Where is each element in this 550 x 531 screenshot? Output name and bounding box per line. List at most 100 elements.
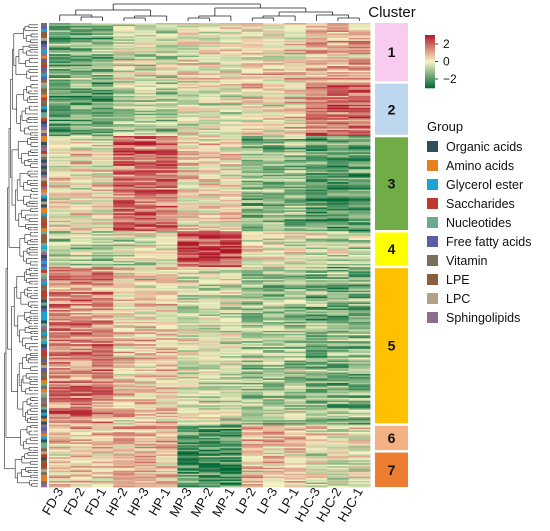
heatmap-cell (327, 195, 349, 198)
heatmap-cell (177, 75, 200, 77)
heatmap-cell (134, 46, 157, 49)
heatmap-cell (241, 81, 264, 83)
heatmap-cell (91, 315, 114, 318)
heatmap-cell (241, 339, 264, 342)
heatmap-cell (113, 271, 135, 274)
heatmap-cell (134, 40, 157, 43)
heatmap-cell (113, 131, 135, 134)
heatmap-cell (327, 153, 349, 156)
heatmap-cell (305, 31, 328, 34)
heatmap-cell (198, 399, 221, 402)
heatmap-cell (177, 311, 200, 314)
heatmap-cell (91, 75, 114, 77)
heatmap-cell (241, 186, 264, 189)
heatmap-cell (177, 143, 200, 146)
heatmap-cell (327, 95, 349, 98)
heatmap-cell (220, 24, 242, 27)
heatmap-cell (91, 88, 114, 91)
heatmap-cell (305, 310, 328, 312)
heatmap-cell (284, 286, 307, 289)
heatmap-cell (348, 417, 371, 419)
heatmap-cell (49, 427, 71, 430)
heatmap-cell (134, 55, 157, 58)
heatmap-cell (156, 164, 178, 167)
heatmap-cell (284, 421, 307, 424)
heatmap-cell (113, 396, 135, 399)
heatmap-cell (113, 58, 135, 61)
heatmap-cell (220, 359, 242, 361)
heatmap-cell (284, 327, 307, 330)
heatmap-cell (263, 118, 285, 121)
heatmap-cell (241, 262, 264, 265)
heatmap-cell (70, 359, 93, 361)
heatmap-cell (327, 149, 349, 152)
heatmap-cell (284, 252, 307, 254)
heatmap-cell (220, 106, 242, 109)
heatmap-cell (156, 420, 178, 422)
heatmap-cell (198, 311, 221, 314)
heatmap-cell (220, 269, 242, 272)
heatmap-cell (198, 418, 221, 421)
heatmap-cell (241, 30, 264, 33)
heatmap-cell (220, 304, 242, 306)
heatmap-cell (91, 256, 114, 259)
heatmap-cell (177, 335, 200, 338)
heatmap-cell (91, 201, 114, 204)
group-strip-cell (41, 403, 47, 407)
heatmap-cell (70, 219, 93, 222)
heatmap-cell (156, 100, 178, 103)
heatmap-cell (49, 436, 71, 439)
heatmap-cell (348, 247, 371, 250)
heatmap-cell (241, 351, 264, 354)
heatmap-cell (49, 140, 71, 143)
heatmap-cell (91, 244, 114, 247)
heatmap-cell (113, 292, 135, 295)
heatmap-cell (156, 217, 178, 220)
heatmap-cell (134, 344, 157, 347)
heatmap-cell (134, 207, 157, 210)
heatmap-cell (305, 430, 328, 433)
heatmap-cell (113, 158, 135, 161)
group-strip-cell (41, 237, 47, 241)
heatmap-cell (91, 231, 114, 234)
heatmap-cell (198, 78, 221, 80)
heatmap-cell (305, 226, 328, 229)
heatmap-cell (348, 249, 371, 251)
heatmap-cell (156, 296, 178, 299)
heatmap-cell (49, 92, 71, 95)
heatmap-cell (305, 208, 328, 211)
heatmap-cell (198, 339, 221, 342)
heatmap-cell (198, 204, 221, 207)
heatmap-cell (327, 229, 349, 232)
heatmap-cell (241, 354, 264, 357)
heatmap-cell (348, 313, 371, 315)
heatmap-cell (305, 78, 328, 80)
heatmap-cell (49, 75, 71, 77)
heatmap-cell (113, 382, 135, 385)
heatmap-cell (348, 369, 371, 372)
heatmap-cell (348, 415, 371, 418)
heatmap-cell (284, 307, 307, 309)
heatmap-cell (113, 66, 135, 69)
heatmap-cell (198, 55, 221, 58)
heatmap-cell (348, 329, 371, 332)
heatmap-cell (113, 369, 135, 372)
heatmap-cell (284, 423, 307, 425)
heatmap-cell (91, 131, 114, 134)
heatmap-cell (220, 73, 242, 76)
heatmap-cell (241, 301, 264, 303)
heatmap-cell (156, 73, 178, 76)
heatmap-cell (241, 61, 264, 64)
heatmap-cell (241, 400, 264, 403)
heatmap-cell (156, 195, 178, 198)
heatmap-cell (91, 417, 114, 419)
heatmap-cell (70, 76, 93, 79)
heatmap-cell (113, 423, 135, 425)
heatmap-cell (113, 336, 135, 339)
heatmap-cell (305, 265, 328, 268)
heatmap-cell (177, 341, 200, 344)
heatmap-cell (91, 91, 114, 94)
heatmap-cell (327, 281, 349, 284)
heatmap-cell (327, 30, 349, 33)
heatmap-cell (134, 202, 157, 205)
